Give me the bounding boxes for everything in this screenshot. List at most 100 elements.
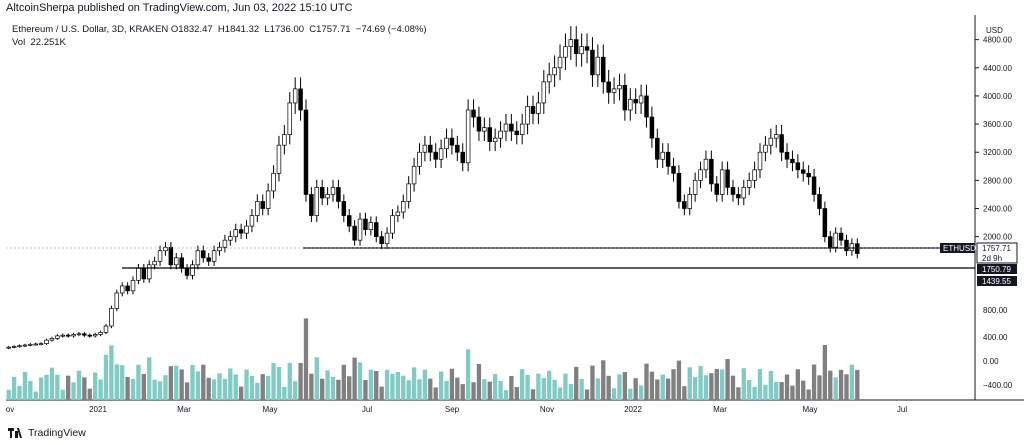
volume-bar [655, 379, 660, 400]
candle-body [184, 267, 190, 276]
price-tick-label: 2400.00 [983, 205, 1012, 214]
time-tick-label: 2021 [89, 405, 107, 414]
candle-body [44, 339, 49, 344]
volume-bar [606, 375, 611, 400]
volume-bar [730, 375, 736, 400]
volume-bar [774, 381, 779, 400]
volume-bar [341, 364, 346, 400]
volume-bar [320, 378, 325, 400]
candle-body [833, 232, 838, 248]
symbol-tag-label: ETHUSD [943, 244, 976, 253]
candle-body [536, 102, 541, 114]
candle-body [465, 109, 471, 164]
ohlc-values: O1832.47 H1841.32 L1736.00 C1757.71 −74.… [170, 24, 427, 35]
candle-body [849, 243, 855, 252]
candle-body [298, 88, 303, 111]
candle-body [665, 151, 671, 167]
candle-body [17, 345, 22, 348]
volume-bar [574, 366, 579, 400]
candle-body [714, 183, 720, 195]
candle-body [309, 194, 314, 216]
candle-body [649, 116, 655, 139]
candle-body [401, 201, 406, 213]
volume-bar [233, 374, 238, 400]
candle-body [838, 232, 844, 241]
candle-body [109, 308, 114, 327]
volume-bar [855, 369, 860, 400]
candle-body [601, 56, 606, 83]
time-tick-label: Mar [177, 405, 191, 414]
candle-body [644, 95, 649, 118]
volume-bar [357, 362, 363, 400]
time-tick-label: ov [6, 405, 14, 414]
volume-bar [817, 375, 822, 400]
volume-bar [644, 363, 649, 400]
candle-body [768, 137, 774, 146]
candle-body [119, 285, 125, 294]
candle-body [568, 39, 574, 48]
candle-body [795, 162, 801, 171]
candle-body [336, 187, 341, 202]
candle-body [276, 144, 282, 174]
volume-bar [822, 345, 828, 400]
candle-body [638, 95, 644, 104]
candle-body [482, 127, 487, 132]
candle-body [152, 260, 157, 266]
candle-body [655, 137, 660, 160]
candle-body [374, 222, 379, 238]
volume-bar [190, 364, 195, 400]
volume-bar [768, 370, 773, 400]
volume-bar [828, 370, 833, 400]
candle-body [811, 176, 817, 195]
time-tick-label: May [802, 405, 817, 414]
volume-bar [449, 368, 455, 400]
candle-body [671, 165, 676, 174]
level-tag-2 [977, 276, 1017, 286]
candle-body [855, 243, 860, 254]
volume-bar [17, 385, 22, 400]
candle-body [763, 144, 768, 153]
volume-tick-label: 400.00 [983, 333, 1008, 342]
candle-body [801, 169, 806, 174]
candle-body [828, 236, 833, 248]
volume-bar [444, 380, 449, 400]
candle-body [211, 250, 217, 262]
volume-tick-label: 0.00 [983, 357, 999, 366]
volume-bar [65, 375, 71, 400]
volume-bar [157, 381, 163, 400]
candle-body [395, 211, 401, 216]
volume-bar [238, 386, 244, 400]
volume-bar [325, 370, 330, 400]
candle-body [330, 187, 336, 195]
volume-bar [363, 380, 368, 400]
candle-body [146, 264, 152, 280]
volume-bar [38, 377, 44, 400]
volume-bar [438, 371, 444, 400]
candle-body [844, 239, 849, 252]
candle-body [725, 169, 730, 188]
candle-body [449, 137, 455, 146]
volume-bar [271, 362, 276, 400]
volume-bar [71, 382, 76, 400]
time-tick-label: Jul [897, 405, 907, 414]
volume-bar [179, 369, 184, 400]
volume-bar [406, 380, 411, 400]
volume-bar [314, 357, 319, 400]
volume-bar [114, 364, 119, 400]
volume-bar [249, 375, 255, 400]
candle-body [579, 46, 584, 55]
volume-bar [498, 381, 503, 400]
volume-bar [309, 373, 314, 400]
candle-body [411, 165, 417, 185]
candle-body [114, 292, 120, 309]
candle-body [55, 335, 60, 339]
volume-bar [422, 369, 428, 400]
candle-body [460, 151, 465, 164]
symbol-description: Ethereum / U.S. Dollar, 3D, KRAKEN [12, 24, 169, 35]
volume-bar [736, 387, 741, 400]
volume-bar [374, 371, 379, 400]
volume-bar [763, 384, 768, 400]
candle-body [492, 137, 498, 143]
candle-body [87, 334, 93, 337]
